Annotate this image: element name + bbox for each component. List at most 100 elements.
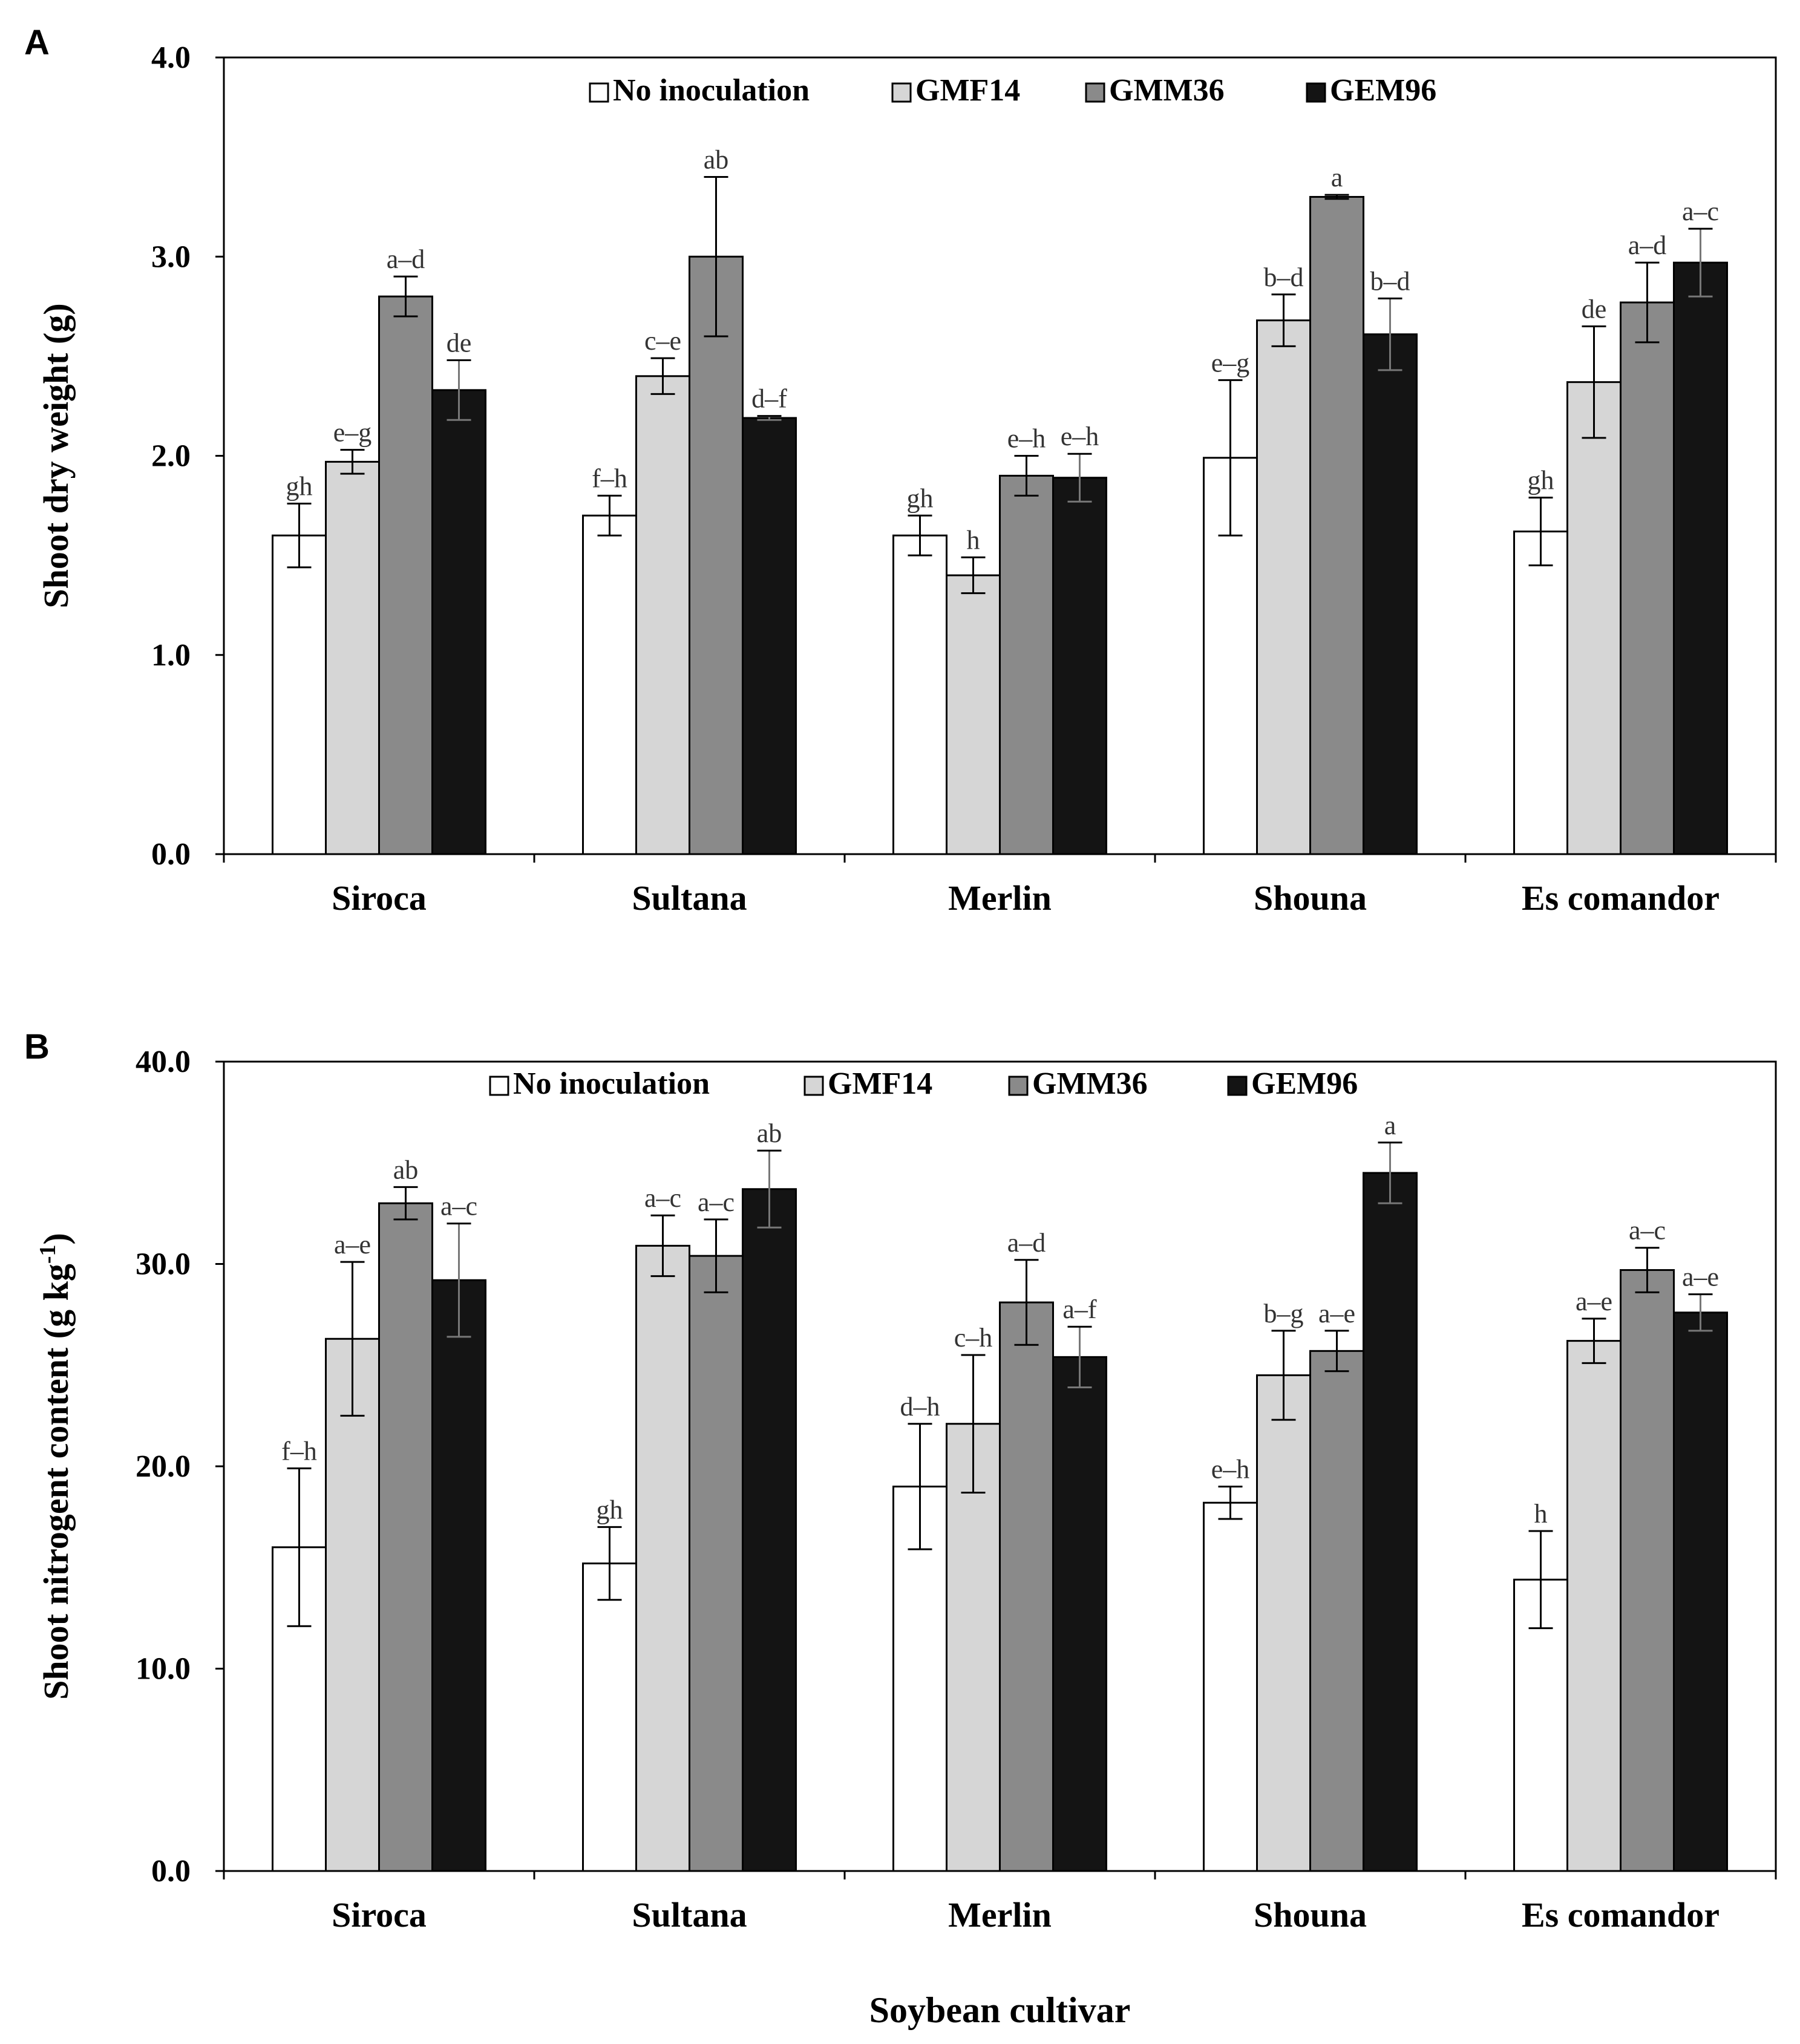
significance-letter: gh: [907, 483, 934, 513]
bar: [742, 417, 797, 855]
legend-label: GEM96: [1330, 73, 1436, 108]
bar: [1309, 1350, 1364, 1872]
bar: [1363, 1172, 1418, 1872]
bar: [689, 255, 744, 855]
legend-label: No inoculation: [613, 73, 810, 108]
y-tick-label: 4.0: [151, 41, 191, 75]
y-tick-label: 1.0: [151, 638, 191, 673]
category-label: Siroca: [332, 878, 427, 918]
significance-letter: a–e: [334, 1230, 371, 1259]
category-label: Shouna: [1254, 878, 1367, 918]
x-axis-label: Soybean cultivar: [869, 1990, 1131, 2030]
legend-swatch: [1008, 1076, 1029, 1096]
legend-swatch: [489, 1076, 509, 1096]
significance-letter: c–e: [644, 326, 681, 356]
significance-letter: a–e: [1576, 1287, 1612, 1316]
significance-letter: b–d: [1370, 266, 1410, 296]
bar: [1566, 1340, 1622, 1872]
y-axis-label: Shoot nitrogent content (g kg-1): [35, 1233, 76, 1700]
panel-label: A: [24, 23, 50, 62]
bar: [378, 1202, 433, 1872]
bar: [272, 534, 327, 855]
bar: [689, 1255, 744, 1872]
legend-swatch: [1306, 82, 1326, 103]
category-label: Sultana: [632, 1895, 747, 1935]
panel-a: A 0.0 1.0 2.0 3.0 4.0 Shoot dry weight (g) Siro…: [24, 23, 1777, 918]
bar: [1203, 1501, 1258, 1872]
y-tick-label: 3.0: [151, 240, 191, 274]
legend-label: GEM96: [1251, 1066, 1358, 1101]
legend-swatch: [1085, 82, 1105, 103]
significance-letter: f–h: [592, 463, 627, 493]
bar: [1513, 531, 1568, 855]
bar: [431, 389, 486, 855]
bar: [635, 1244, 690, 1872]
significance-letter: a–f: [1062, 1295, 1097, 1324]
category-label: Siroca: [332, 1895, 427, 1935]
significance-letter: h: [967, 525, 980, 555]
significance-letter: a: [1384, 1111, 1396, 1140]
category-label: Merlin: [948, 1895, 1052, 1935]
category-label: Sultana: [632, 878, 747, 918]
bar: [1620, 301, 1675, 855]
bar: [1256, 1374, 1311, 1872]
significance-letter: a: [1331, 163, 1343, 192]
category-label: Merlin: [948, 878, 1052, 918]
bar: [1256, 319, 1311, 855]
bar: [1052, 477, 1107, 855]
y-tick-label: 30.0: [136, 1247, 191, 1282]
y-tick-label: 10.0: [136, 1652, 191, 1686]
bar: [999, 474, 1054, 855]
bar: [1673, 261, 1728, 855]
y-axis-label: Shoot dry weight (g): [36, 303, 76, 608]
bar: [1566, 381, 1622, 855]
significance-letter: ab: [393, 1155, 419, 1184]
significance-letter: f–h: [281, 1436, 317, 1466]
bar: [999, 1301, 1054, 1872]
significance-letter: a–e: [1318, 1299, 1355, 1328]
bar: [946, 1423, 1001, 1872]
significance-letter: a–d: [387, 244, 425, 274]
significance-letter: e–h: [1211, 1454, 1250, 1484]
significance-letter: d–h: [900, 1392, 940, 1422]
y-tick-label: 2.0: [151, 439, 191, 474]
bar: [325, 1337, 380, 1872]
significance-letter: e–g: [1211, 348, 1250, 377]
significance-letter: de: [447, 328, 472, 358]
legend-label: GMF14: [915, 73, 1020, 108]
legend-label: GMF14: [828, 1066, 932, 1101]
significance-letter: gh: [286, 472, 313, 501]
legend-swatch: [589, 82, 609, 103]
significance-letter: b–d: [1264, 263, 1304, 292]
significance-letter: ab: [757, 1118, 782, 1148]
y-tick-label: 0.0: [151, 837, 191, 872]
bar: [1620, 1269, 1675, 1872]
bar: [582, 514, 637, 855]
significance-letter: c–h: [954, 1323, 993, 1353]
legend-label: No inoculation: [513, 1066, 710, 1101]
significance-letter: a–c: [698, 1187, 735, 1217]
bar: [378, 295, 433, 855]
bar: [635, 375, 690, 855]
legend-label: GMM36: [1109, 73, 1225, 108]
bar: [1309, 195, 1364, 855]
bar: [742, 1188, 797, 1872]
significance-letter: e–g: [333, 418, 372, 448]
significance-letter: a–c: [644, 1183, 681, 1213]
y-tick-label: 40.0: [136, 1045, 191, 1079]
bar: [325, 460, 380, 855]
significance-letter: a–c: [440, 1192, 477, 1221]
significance-letter: a–c: [1629, 1216, 1666, 1246]
legend-swatch: [803, 1076, 824, 1096]
bar: [1052, 1356, 1107, 1872]
significance-letter: b–g: [1264, 1299, 1304, 1328]
bar: [1363, 333, 1418, 855]
significance-letter: a–d: [1007, 1228, 1046, 1258]
bar: [582, 1562, 637, 1872]
significance-letter: e–h: [1007, 424, 1046, 454]
bar: [431, 1279, 486, 1872]
significance-letter: h: [1534, 1499, 1548, 1529]
significance-letter: gh: [1528, 466, 1554, 495]
significance-letter: a–e: [1682, 1262, 1719, 1292]
